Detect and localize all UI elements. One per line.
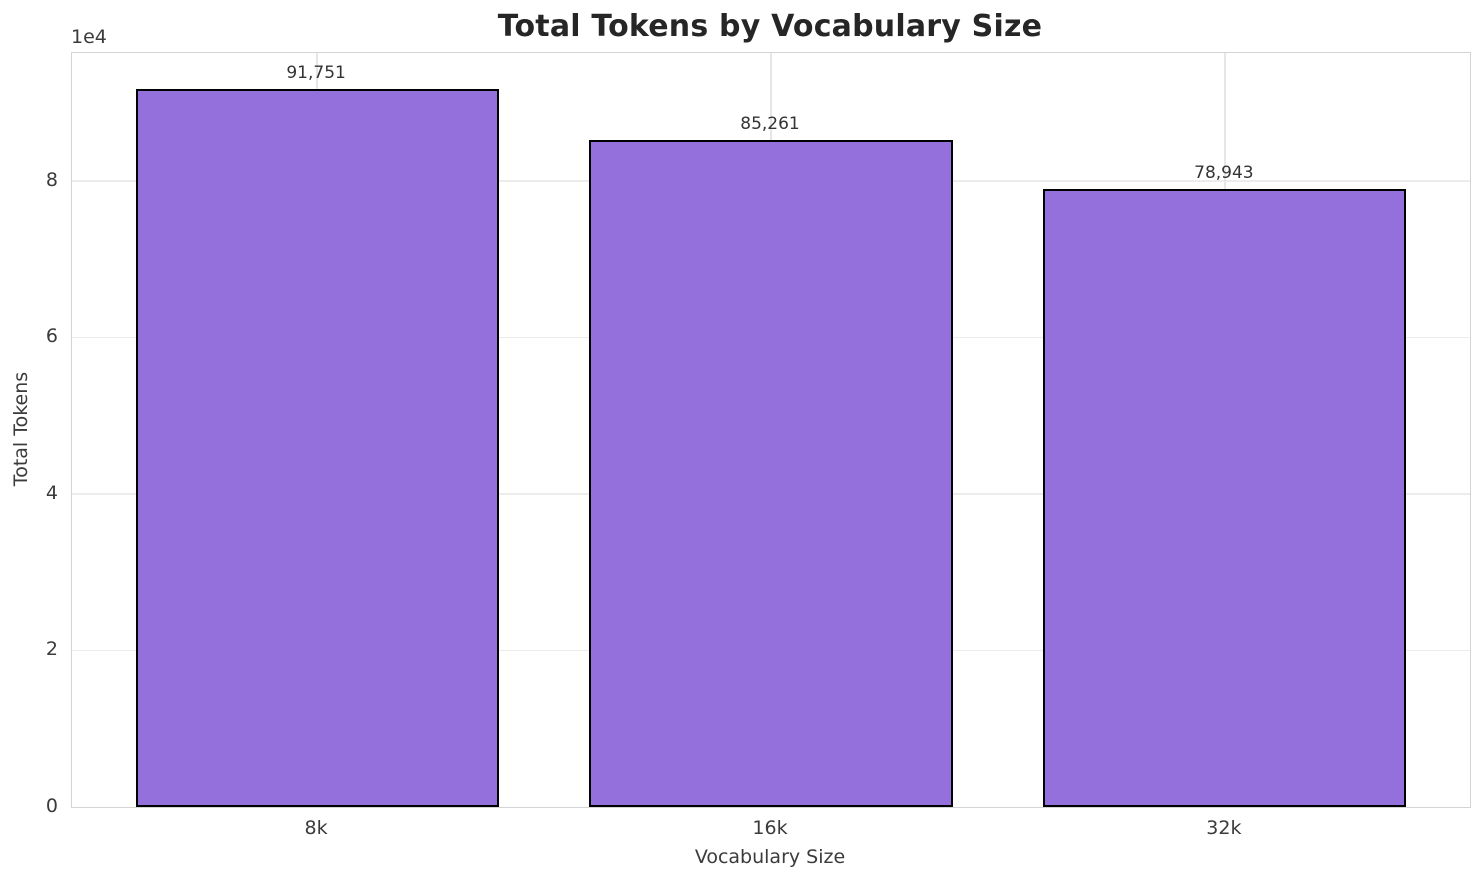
- y-tick-label: 4: [45, 481, 58, 504]
- y-tick-label: 0: [45, 795, 58, 817]
- y-axis-offset-text: 1e4: [71, 26, 107, 48]
- y-tick-label: 2: [45, 638, 58, 661]
- plot-area: [71, 52, 1471, 808]
- chart-title: Total Tokens by Vocabulary Size: [497, 9, 1043, 44]
- bar-value-label: 85,261: [740, 113, 800, 134]
- y-tick-label: 6: [45, 325, 58, 348]
- bar: [589, 139, 953, 807]
- bar: [1043, 189, 1407, 807]
- x-tick-label: 32k: [1206, 817, 1242, 839]
- bar-value-label: 91,751: [286, 62, 346, 83]
- x-axis-label: Vocabulary Size: [694, 846, 846, 868]
- y-axis-label: Total Tokens: [10, 371, 32, 487]
- x-tick-label: 8k: [304, 817, 328, 839]
- y-tick-label: 8: [45, 168, 58, 191]
- bar-value-label: 78,943: [1194, 163, 1254, 184]
- x-tick-label: 16k: [752, 817, 788, 839]
- bar: [135, 88, 499, 807]
